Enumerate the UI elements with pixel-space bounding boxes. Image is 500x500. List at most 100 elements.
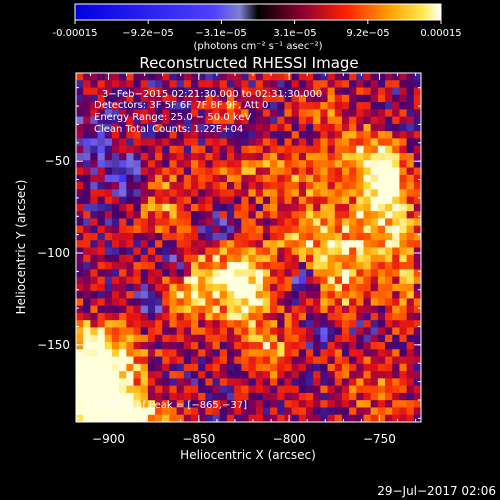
heatmap-cell — [413, 116, 421, 125]
heatmap-cell — [306, 305, 314, 314]
heatmap-cell — [140, 225, 149, 234]
heatmap-cell — [399, 167, 408, 176]
heatmap-cell — [241, 80, 250, 89]
heatmap-cell — [399, 189, 408, 198]
heatmap-cell — [111, 73, 120, 81]
heatmap-cell — [270, 283, 278, 292]
heatmap-cell — [349, 116, 357, 125]
heatmap-cell — [183, 232, 192, 241]
heatmap-cell — [298, 320, 307, 329]
heatmap-cell — [248, 109, 257, 118]
heatmap-cell — [226, 138, 235, 147]
heatmap-cell — [277, 80, 286, 89]
heatmap-cell — [341, 327, 350, 336]
heatmap-cell — [212, 131, 221, 140]
heatmap-cell — [327, 371, 336, 379]
heatmap-cell — [298, 298, 307, 307]
heatmap-cell — [413, 102, 421, 110]
heatmap-cell — [212, 211, 221, 220]
heatmap-cell — [183, 378, 192, 387]
heatmap-cell — [356, 298, 365, 307]
heatmap-cell — [147, 407, 156, 416]
heatmap-cell — [298, 160, 307, 169]
heatmap-cell — [334, 189, 343, 198]
heatmap-cell — [248, 152, 257, 161]
heatmap-cell — [320, 232, 329, 241]
heatmap-cell — [399, 80, 408, 89]
heatmap-cell — [241, 298, 250, 307]
heatmap-cell — [111, 145, 120, 154]
heatmap-cell — [320, 414, 329, 422]
heatmap-cell — [219, 356, 228, 365]
heatmap-cell — [334, 262, 343, 270]
heatmap-cell — [155, 182, 163, 190]
heatmap-cell — [255, 385, 264, 394]
heatmap-cell — [140, 312, 149, 321]
heatmap-cell — [126, 269, 135, 278]
heatmap-cell — [219, 174, 228, 183]
heatmap-cell — [298, 131, 307, 140]
heatmap-cell — [104, 167, 113, 176]
heatmap-cell — [176, 305, 185, 314]
heatmap-cell — [241, 349, 250, 358]
heatmap-cell — [83, 385, 91, 394]
heatmap-cell — [205, 145, 214, 154]
heatmap-cell — [363, 342, 372, 350]
heatmap-cell — [133, 262, 142, 270]
heatmap-cell — [133, 160, 142, 169]
heatmap-cell — [198, 123, 206, 132]
heatmap-cell — [399, 211, 408, 220]
heatmap-cell — [140, 320, 149, 329]
heatmap-cell — [377, 392, 386, 401]
heatmap-cell — [147, 291, 156, 299]
heatmap-cell — [277, 298, 286, 307]
heatmap-cell — [126, 320, 135, 329]
heatmap-cell — [363, 109, 372, 118]
heatmap-cell — [212, 334, 221, 343]
heatmap-cell — [234, 138, 242, 147]
heatmap-cell — [76, 109, 84, 118]
heatmap-cell — [334, 254, 343, 263]
heatmap-cell — [90, 211, 99, 220]
heatmap-cell — [234, 232, 242, 241]
heatmap-cell — [76, 152, 84, 161]
heatmap-cell — [104, 218, 113, 227]
heatmap-cell — [248, 138, 257, 147]
heatmap-cell — [147, 334, 156, 343]
heatmap-cell — [284, 298, 293, 307]
heatmap-cell — [320, 80, 329, 89]
heatmap-cell — [298, 109, 307, 118]
heatmap-cell — [255, 334, 264, 343]
heatmap-cell — [97, 196, 106, 205]
heatmap-cell — [356, 145, 365, 154]
heatmap-cell — [406, 196, 415, 205]
heatmap-cell — [334, 145, 343, 154]
heatmap-cell — [291, 138, 300, 147]
heatmap-cell — [155, 109, 163, 118]
colorbar-unit-label: (photons cm⁻² s⁻¹ asec⁻²) — [193, 41, 322, 52]
heatmap-cell — [262, 269, 271, 278]
heatmap-cell — [270, 116, 278, 125]
heatmap-cell — [291, 102, 300, 110]
heatmap-cell — [226, 312, 235, 321]
heatmap-cell — [226, 160, 235, 169]
heatmap-cell — [133, 109, 142, 118]
heatmap-cell — [262, 160, 271, 169]
heatmap-cell — [284, 305, 293, 314]
heatmap-cell — [176, 152, 185, 161]
heatmap-cell — [334, 305, 343, 314]
heatmap-cell — [176, 102, 185, 110]
heatmap-cell — [212, 167, 221, 176]
heatmap-cell — [334, 269, 343, 278]
heatmap-cell — [83, 152, 91, 161]
heatmap-cell — [76, 87, 84, 96]
heatmap-cell — [234, 392, 242, 401]
heatmap-cell — [262, 138, 271, 147]
heatmap-cell — [334, 73, 343, 81]
heatmap-cell — [140, 414, 149, 422]
heatmap-cell — [162, 232, 171, 241]
heatmap-cell — [104, 363, 113, 372]
heatmap-cell — [119, 232, 127, 241]
heatmap-cell — [377, 407, 386, 416]
heatmap-cell — [262, 189, 271, 198]
